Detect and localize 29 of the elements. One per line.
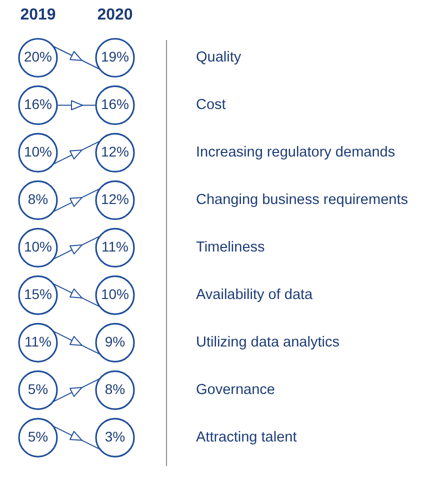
data-label: 16% bbox=[100, 96, 130, 112]
category-label: Governance bbox=[196, 382, 275, 398]
data-label: 20% bbox=[24, 48, 52, 65]
category-label: Increasing regulatory demands bbox=[196, 144, 396, 161]
data-label: 12% bbox=[100, 144, 130, 160]
data-label: 15% bbox=[24, 286, 52, 302]
data-label: 3% bbox=[104, 428, 126, 445]
data-label: 19% bbox=[100, 48, 130, 65]
data-label: 8% bbox=[104, 381, 126, 398]
category-label: Availability of data bbox=[196, 287, 314, 304]
data-label: 11% bbox=[24, 334, 52, 350]
data-label: 10% bbox=[100, 286, 130, 302]
data-label: 10% bbox=[24, 238, 52, 255]
series-label: 2019 bbox=[20, 6, 56, 24]
data-label: 12% bbox=[100, 191, 130, 208]
category-label: Changing business requirements bbox=[196, 192, 408, 208]
category-label: Timeliness bbox=[196, 240, 265, 256]
data-label: 8% bbox=[28, 191, 48, 208]
data-label: 5% bbox=[28, 428, 48, 445]
category-label: Quality bbox=[196, 50, 242, 66]
series-label: 2020 bbox=[97, 6, 133, 24]
data-label: 9% bbox=[104, 334, 126, 350]
category-label: Utilizing data analytics bbox=[196, 334, 340, 351]
data-label: 11% bbox=[102, 238, 128, 255]
data-label: 10% bbox=[24, 144, 52, 160]
data-label: 5% bbox=[28, 381, 48, 398]
data-label: 16% bbox=[24, 96, 52, 112]
category-label: Attracting talent bbox=[196, 430, 297, 446]
category-label: Cost bbox=[196, 97, 226, 114]
